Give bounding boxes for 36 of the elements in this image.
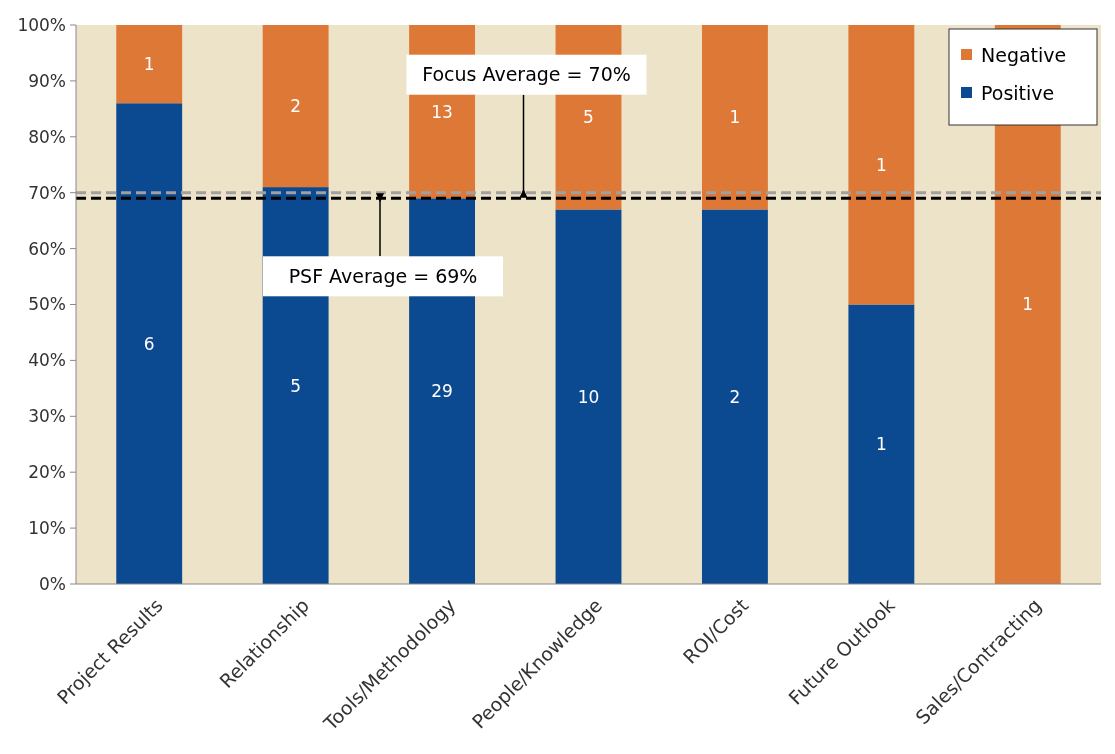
annotation: 1 [1022,294,1034,315]
annotation: 2 [290,96,302,116]
annotation: 1 [875,434,887,455]
bar [116,103,183,584]
y-tick-label: 90% [28,70,66,91]
y-tick-label: 10% [28,518,66,539]
bar [262,25,329,188]
annotation: 1 [143,54,155,75]
annotation: 1 [875,154,887,175]
annotation: 6 [143,333,155,354]
bar [701,25,768,210]
annotation: 13 [431,101,453,122]
annotation: 1 [729,107,741,128]
y-tick-label: 100% [17,14,66,35]
annotation: 5 [290,375,302,396]
ref-line-label: PSF Average = 69% [288,264,478,287]
y-tick-label: 30% [28,406,66,427]
y-tick-label: 0% [39,573,66,594]
bar [555,209,622,584]
legend-label: Negative [981,43,1067,66]
legend-label: Positive [981,81,1055,104]
bar [848,304,915,584]
y-tick-label: 50% [28,294,66,315]
bar [848,25,915,305]
y-tick-label: 20% [28,462,66,483]
ref-line-label: Focus Average = 70% [422,63,631,86]
bar [116,25,183,104]
y-tick-label: 80% [28,126,66,147]
annotation: 10 [577,386,600,407]
y-tick-label: 70% [28,182,66,203]
annotation: 2 [729,386,741,407]
y-tick-label: 40% [28,350,66,371]
annotation: 29 [431,381,453,402]
bar [701,209,768,584]
y-tick-label: 60% [28,238,66,259]
annotation: 5 [583,107,594,128]
